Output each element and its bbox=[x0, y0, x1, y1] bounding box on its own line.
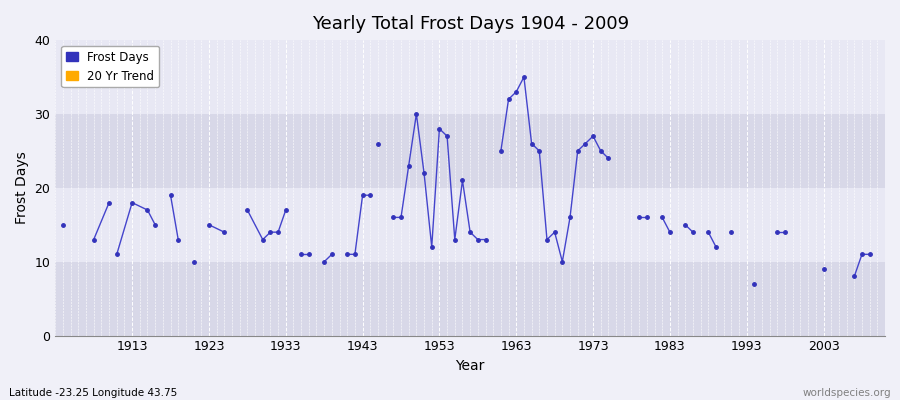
X-axis label: Year: Year bbox=[455, 359, 485, 373]
Bar bbox=[55, 262, 885, 336]
Y-axis label: Frost Days: Frost Days bbox=[15, 152, 29, 224]
Bar bbox=[55, 188, 885, 262]
Title: Yearly Total Frost Days 1904 - 2009: Yearly Total Frost Days 1904 - 2009 bbox=[311, 15, 629, 33]
Bar bbox=[55, 40, 885, 114]
Legend: Frost Days, 20 Yr Trend: Frost Days, 20 Yr Trend bbox=[61, 46, 159, 87]
Text: Latitude -23.25 Longitude 43.75: Latitude -23.25 Longitude 43.75 bbox=[9, 388, 177, 398]
Bar bbox=[55, 114, 885, 188]
Text: worldspecies.org: worldspecies.org bbox=[803, 388, 891, 398]
